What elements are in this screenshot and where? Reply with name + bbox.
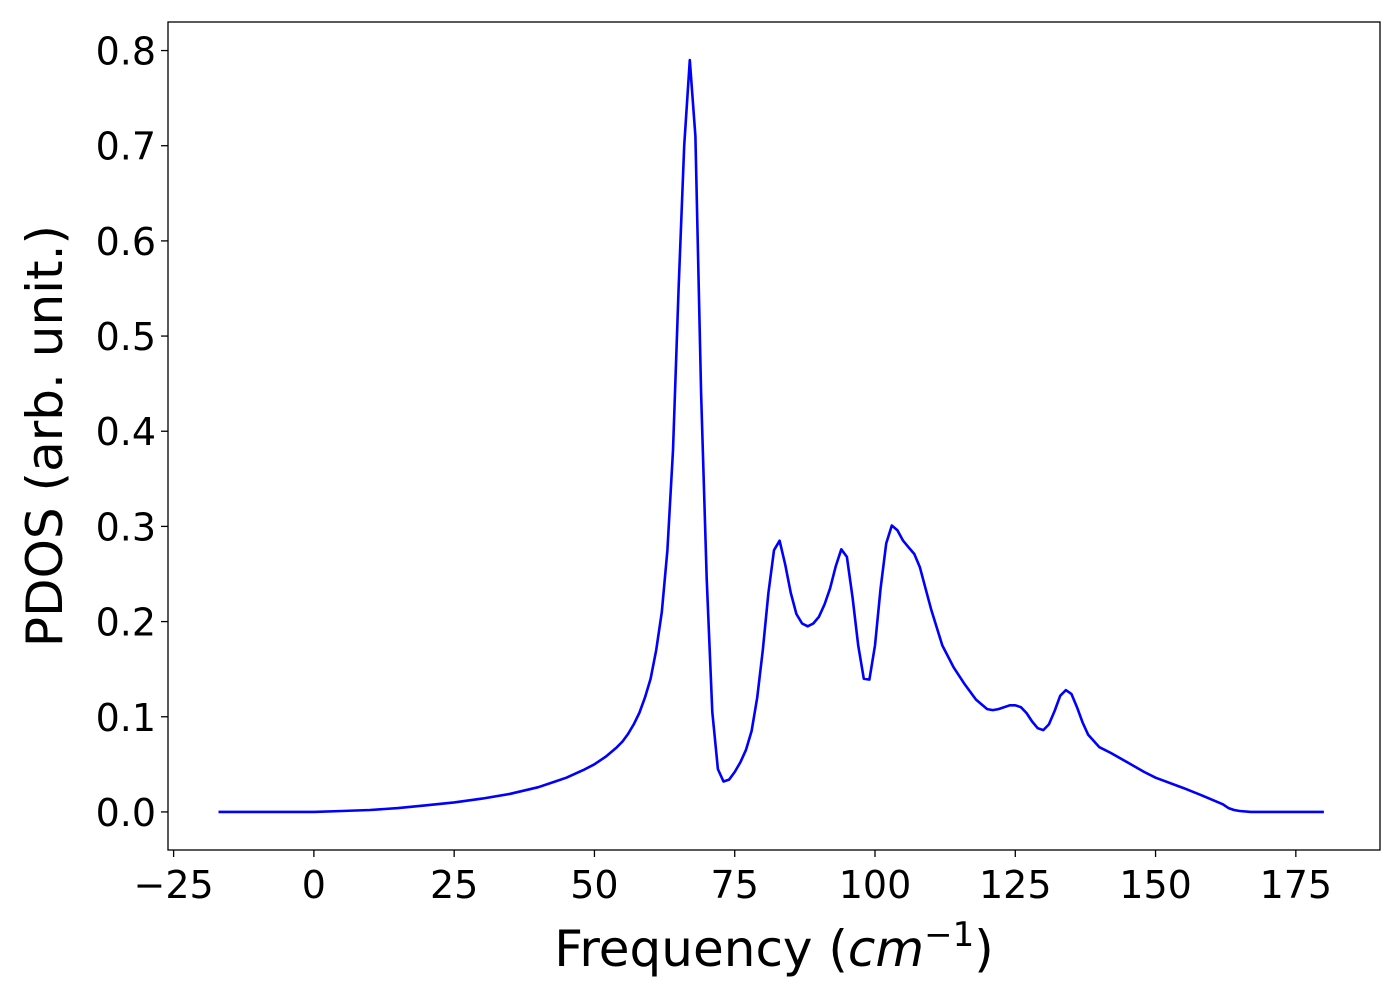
- y-tick-label: 0.2: [96, 601, 156, 645]
- series-layer: [218, 58, 1324, 814]
- y-tick-label: 0.4: [96, 410, 156, 454]
- plot-border: [167, 21, 1381, 851]
- y-tick-label: 0.5: [96, 315, 156, 359]
- x-tick-label: 175: [1260, 863, 1333, 907]
- pdos-line: [218, 58, 1324, 814]
- y-tick-label: 0.6: [96, 220, 156, 264]
- x-tick-label: 75: [711, 863, 759, 907]
- y-axis-title: PDOS (arb. unit.): [16, 225, 74, 647]
- plot-frame: [167, 21, 1381, 851]
- x-tick-label: 100: [839, 863, 912, 907]
- y-tick-label: 0.3: [96, 505, 156, 549]
- x-tick-label: 0: [302, 863, 326, 907]
- x-tick-label: 125: [979, 863, 1052, 907]
- x-axis-ticks: −25 0 25 50 75 100 125 150 175: [134, 850, 1333, 907]
- x-tick-label: −25: [134, 863, 214, 907]
- x-axis-title-exponent: −1: [924, 915, 974, 955]
- y-tick-label: 0.7: [96, 125, 156, 169]
- x-tick-label: 150: [1119, 863, 1192, 907]
- y-axis-ticks: 0.0 0.1 0.2 0.3 0.4 0.5 0.6 0.7 0.8: [96, 30, 168, 835]
- x-axis-title: Frequency (cm−1): [554, 915, 994, 978]
- x-axis-title-close: ): [974, 920, 994, 978]
- x-tick-label: 25: [430, 863, 478, 907]
- y-tick-label: 0.1: [96, 696, 156, 740]
- y-tick-label: 0.0: [96, 791, 156, 835]
- x-tick-label: 50: [570, 863, 618, 907]
- y-tick-label: 0.8: [96, 30, 156, 74]
- x-axis-title-text: Frequency (: [554, 920, 848, 978]
- x-axis-title-unit: cm: [848, 920, 924, 978]
